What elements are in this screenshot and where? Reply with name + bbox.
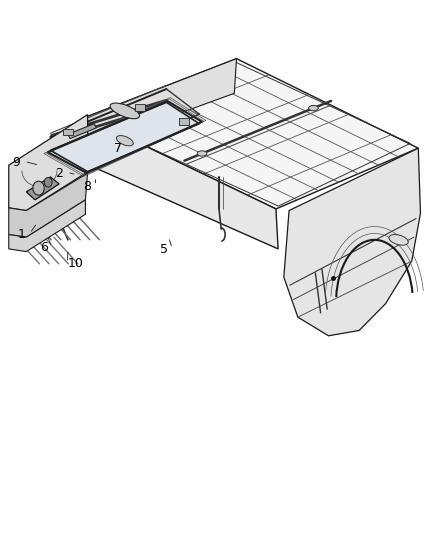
Text: 5: 5 <box>160 243 168 256</box>
Bar <box>63 129 73 135</box>
Polygon shape <box>83 117 278 249</box>
Ellipse shape <box>197 151 207 156</box>
Text: 2: 2 <box>55 167 63 180</box>
Circle shape <box>44 177 52 187</box>
Polygon shape <box>9 200 85 252</box>
Polygon shape <box>81 59 237 149</box>
Polygon shape <box>9 173 88 237</box>
Text: 1: 1 <box>18 228 26 241</box>
Text: 6: 6 <box>40 241 48 254</box>
Text: 8: 8 <box>84 180 92 193</box>
Ellipse shape <box>389 235 408 245</box>
Bar <box>135 104 145 111</box>
Ellipse shape <box>110 103 140 119</box>
Circle shape <box>33 181 44 195</box>
Polygon shape <box>85 59 418 209</box>
Bar <box>179 118 189 125</box>
Polygon shape <box>26 177 59 200</box>
Text: 9: 9 <box>13 156 21 169</box>
Ellipse shape <box>117 135 133 146</box>
Polygon shape <box>9 115 88 211</box>
Ellipse shape <box>309 106 318 111</box>
Text: 10: 10 <box>67 257 83 270</box>
Text: 7: 7 <box>114 142 122 155</box>
Polygon shape <box>284 148 420 336</box>
Polygon shape <box>68 124 96 139</box>
Polygon shape <box>50 102 199 172</box>
